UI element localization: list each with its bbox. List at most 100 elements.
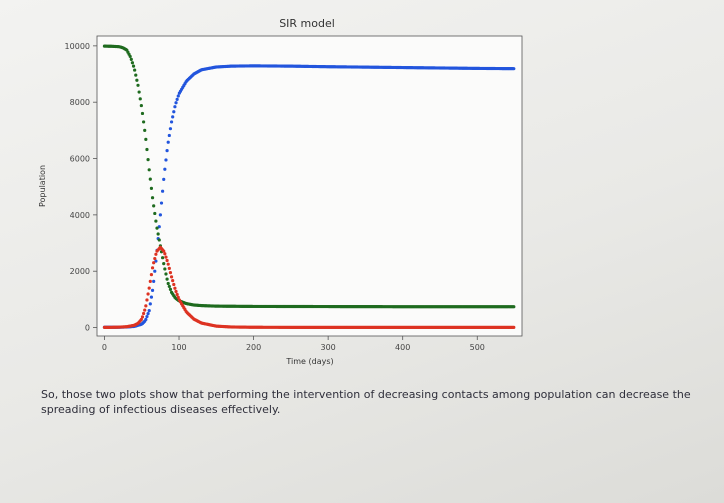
data-point — [172, 110, 176, 114]
data-point — [173, 105, 177, 109]
data-point — [154, 259, 158, 263]
data-point — [144, 137, 148, 141]
y-axis-label: Population — [38, 165, 47, 207]
data-point — [172, 282, 176, 287]
data-point — [140, 315, 145, 319]
data-point — [139, 317, 143, 322]
series-1 — [102, 44, 516, 309]
data-point — [168, 271, 173, 275]
data-point — [148, 302, 152, 306]
data-point — [152, 204, 156, 208]
y-tick-label: 0 — [85, 324, 90, 333]
data-point — [158, 213, 162, 217]
data-point — [146, 292, 150, 296]
data-point — [512, 305, 516, 309]
data-points — [102, 44, 516, 330]
data-point — [176, 295, 180, 300]
data-point — [136, 83, 140, 87]
data-point — [157, 238, 161, 242]
x-tick-label: 200 — [246, 343, 261, 352]
data-point — [174, 289, 178, 294]
y-tick-label: 2000 — [70, 267, 90, 276]
data-point — [167, 266, 171, 270]
data-point — [162, 262, 166, 266]
data-point — [149, 272, 154, 277]
data-point — [156, 232, 160, 236]
x-axis-ticks: 0 100 200 300 400 500 — [102, 336, 485, 352]
caption-text: So, those two plots show that performing… — [41, 388, 691, 416]
data-point — [155, 226, 159, 230]
data-point — [167, 133, 171, 138]
data-point — [165, 277, 169, 281]
sir-chart: SIR model 0 2000 4000 6000 8000 10000 0 100 200… — [38, 17, 523, 366]
data-point — [150, 266, 155, 270]
y-axis-ticks: 0 2000 4000 6000 8000 10000 — [65, 42, 97, 333]
data-point — [129, 57, 133, 61]
data-point — [152, 279, 156, 283]
data-point — [148, 279, 152, 283]
data-point — [161, 256, 165, 260]
plot-frame — [96, 35, 523, 337]
data-point — [159, 201, 164, 205]
data-point — [162, 249, 166, 253]
data-point — [162, 177, 166, 181]
y-tick-label: 4000 — [70, 211, 90, 220]
data-point — [169, 275, 174, 279]
x-tick-label: 0 — [102, 343, 107, 352]
data-point — [154, 252, 158, 256]
data-point — [130, 61, 135, 65]
data-point — [168, 287, 173, 291]
data-point — [139, 103, 143, 108]
data-point — [147, 168, 151, 172]
x-tick-label: 300 — [320, 343, 335, 352]
data-point — [145, 298, 149, 302]
data-point — [146, 312, 150, 316]
data-point — [131, 64, 136, 68]
data-point — [142, 311, 146, 316]
chart-title: SIR model — [279, 17, 335, 30]
data-point — [153, 256, 157, 261]
data-point — [133, 68, 137, 72]
data-point — [143, 308, 147, 312]
data-point — [171, 115, 175, 119]
data-point — [143, 128, 147, 132]
data-point — [152, 261, 156, 265]
data-point — [171, 279, 175, 283]
data-point — [512, 67, 516, 71]
data-point — [146, 158, 150, 162]
x-axis-label: Time (days) — [285, 357, 333, 366]
data-point — [166, 281, 170, 286]
series-2 — [102, 245, 516, 330]
data-point — [153, 211, 157, 216]
data-point — [164, 272, 168, 276]
data-point — [147, 286, 151, 290]
data-point — [147, 309, 151, 313]
data-point — [135, 78, 139, 82]
data-point — [149, 295, 154, 299]
data-point — [166, 262, 170, 266]
x-tick-label: 400 — [395, 343, 410, 352]
x-tick-label: 500 — [470, 343, 485, 352]
data-point — [138, 97, 142, 101]
data-point — [165, 149, 169, 153]
data-point — [149, 186, 154, 190]
data-point — [145, 314, 149, 319]
data-point — [128, 54, 132, 59]
y-tick-label: 8000 — [70, 98, 90, 107]
data-point — [163, 267, 167, 271]
data-point — [512, 325, 516, 330]
data-point — [134, 73, 138, 77]
data-point — [144, 317, 148, 322]
data-point — [169, 120, 174, 124]
data-point — [154, 219, 158, 223]
data-point — [174, 101, 178, 105]
data-point — [163, 252, 167, 256]
data-point — [150, 288, 155, 292]
data-point — [175, 97, 179, 101]
y-tick-label: 6000 — [70, 155, 90, 164]
data-point — [148, 177, 152, 181]
data-point — [173, 286, 177, 290]
data-point — [144, 304, 148, 308]
data-point — [140, 111, 145, 116]
data-point — [161, 189, 165, 193]
